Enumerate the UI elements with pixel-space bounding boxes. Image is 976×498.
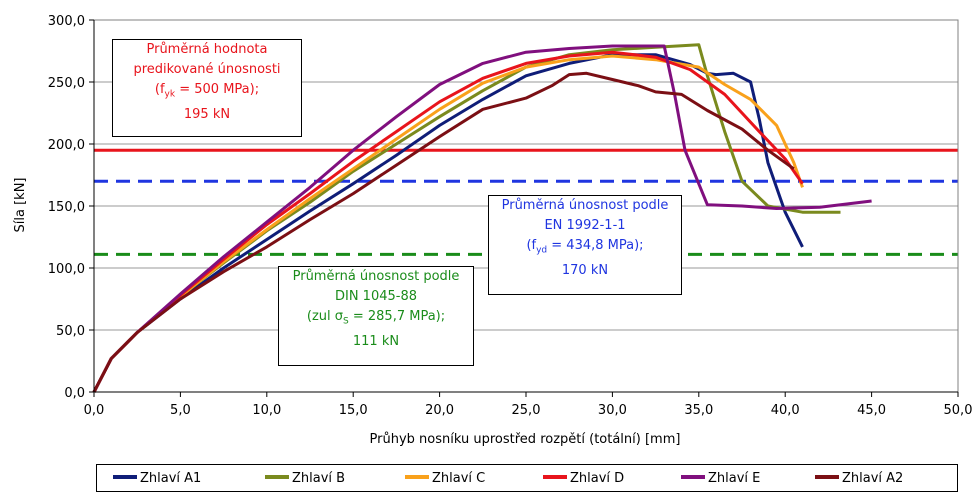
note-blue-line3-post: = 434,8 MPa); <box>547 238 644 253</box>
legend-swatch <box>681 474 705 479</box>
legend-swatch <box>405 474 429 479</box>
legend-swatch <box>543 474 567 479</box>
x-tick-label: 30,0 <box>598 403 627 418</box>
note-red: Průměrná hodnota predikované únosnosti (… <box>112 39 302 137</box>
legend-label: Zhlaví C <box>432 471 486 486</box>
legend: Zhlaví A1 Zhlaví B Zhlaví C Zhlaví D Zhlaví … <box>96 464 958 492</box>
legend-swatch <box>265 474 289 479</box>
y-tick-labels: 0,0 50,0 100,0 150,0 200,0 250,0 300,0 <box>48 14 94 401</box>
note-green-line4: 111 kN <box>352 333 400 349</box>
note-red-line2: predikované únosnosti <box>133 62 281 77</box>
legend-item: Zhlaví A1 <box>113 470 201 488</box>
x-tick-label: 50,0 <box>944 403 973 418</box>
x-axis-title: Průhyb nosníku uprostřed rozpětí (totáln… <box>370 432 681 447</box>
legend-label: Zhlaví E <box>708 471 761 486</box>
x-tick-label: 0,0 <box>84 403 105 418</box>
x-tick-label: 15,0 <box>339 403 368 418</box>
x-tick-label: 5,0 <box>170 403 191 418</box>
note-green-line3-post: = 285,7 MPa); <box>348 309 446 324</box>
note-red-line4: 195 kN <box>183 106 231 122</box>
legend-item: Zhlaví B <box>265 470 345 488</box>
y-tick-label: 100,0 <box>48 262 85 277</box>
note-green-line1: Průměrná únosnost podle <box>292 269 460 284</box>
y-tick-label: 50,0 <box>56 324 85 339</box>
note-red-line1: Průměrná hodnota <box>146 42 268 57</box>
note-green-line2: DIN 1045-88 <box>334 289 418 304</box>
series-line-zhlaví-a2 <box>92 71 795 393</box>
y-tick-label: 0,0 <box>64 386 85 401</box>
x-tick-label: 10,0 <box>252 403 281 418</box>
y-tick-label: 200,0 <box>48 138 85 153</box>
note-red-line3-pre: (f <box>154 82 165 97</box>
note-blue-line3-pre: (f <box>526 238 537 253</box>
x-tick-label: 40,0 <box>771 403 800 418</box>
series-line-zhlaví-a1 <box>92 53 804 393</box>
legend-item: Zhlaví E <box>681 470 760 488</box>
legend-swatch <box>113 474 137 479</box>
note-green-line3-pre: (zul σ <box>306 309 343 324</box>
note-blue-line1: Průměrná únosnost podle <box>501 198 669 213</box>
legend-item: Zhlaví C <box>405 470 485 488</box>
legend-item: Zhlaví D <box>543 470 624 488</box>
note-green: Průměrná únosnost podle DIN 1045-88 (zul… <box>278 266 474 366</box>
y-tick-label: 300,0 <box>48 14 85 29</box>
note-blue-line4: 170 kN <box>561 262 609 278</box>
legend-label: Zhlaví A1 <box>140 471 202 486</box>
series-line-zhlaví-e <box>92 44 872 393</box>
legend-label: Zhlaví B <box>292 471 346 486</box>
legend-label: Zhlaví A2 <box>842 471 904 486</box>
legend-swatch <box>815 474 839 479</box>
note-red-line3-post: = 500 MPa); <box>175 82 260 97</box>
y-tick-label: 250,0 <box>48 76 85 91</box>
x-tick-label: 45,0 <box>857 403 886 418</box>
note-green-line3-sub: S <box>343 316 349 327</box>
x-tick-label: 20,0 <box>425 403 454 418</box>
note-blue-line3-sub: yd <box>536 245 548 256</box>
series-lines <box>92 43 872 393</box>
note-red-line3-sub: yk <box>164 89 176 100</box>
note-blue-line2: EN 1992-1-1 <box>544 218 626 233</box>
legend-label: Zhlaví D <box>570 471 625 486</box>
y-axis-title: Síla [kN] <box>13 178 28 233</box>
legend-item: Zhlaví A2 <box>815 470 903 488</box>
x-tick-label: 25,0 <box>512 403 541 418</box>
y-tick-label: 150,0 <box>48 200 85 215</box>
note-blue: Průměrná únosnost podle EN 1992-1-1 (fyd… <box>488 195 682 295</box>
x-tick-label: 35,0 <box>684 403 713 418</box>
x-tick-labels: 0,0 5,0 10,0 15,0 20,0 25,0 30,0 35,0 40,0 45,0 50… <box>84 392 973 418</box>
